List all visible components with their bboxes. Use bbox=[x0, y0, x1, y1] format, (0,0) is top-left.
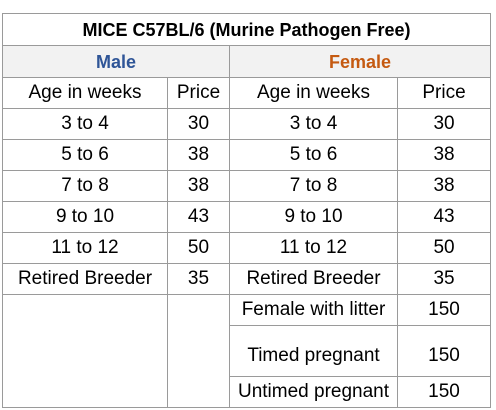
price-table: MICE C57BL/6 (Murine Pathogen Free) Male… bbox=[1, 13, 492, 408]
column-header-row: Age in weeks Price Age in weeks Price bbox=[2, 77, 492, 109]
female-price-cell: 43 bbox=[396, 201, 492, 233]
female-age-cell: Untimed pregnant bbox=[229, 376, 398, 408]
male-age-cell: 3 to 4 bbox=[2, 108, 168, 140]
female-price-cell: 38 bbox=[396, 170, 492, 202]
female-age-cell: Female with litter bbox=[229, 294, 398, 326]
female-price-cell: 30 bbox=[396, 108, 492, 140]
female-price-header: Price bbox=[396, 77, 492, 109]
male-price-cell: 30 bbox=[167, 108, 230, 140]
female-age-cell: 3 to 4 bbox=[229, 108, 398, 140]
table-row: 3 to 4 30 3 to 4 30 bbox=[2, 108, 492, 140]
male-empty-price-cell bbox=[167, 294, 230, 408]
female-age-cell: Retired Breeder bbox=[229, 263, 398, 295]
table-row: Timed pregnant 150 bbox=[3, 325, 492, 377]
table-row: 11 to 12 50 11 to 12 50 bbox=[2, 232, 492, 264]
female-label: Female bbox=[228, 45, 492, 78]
male-price-cell: 38 bbox=[167, 139, 230, 171]
male-age-cell: 5 to 6 bbox=[2, 139, 168, 171]
male-price-header: Price bbox=[167, 77, 230, 109]
male-empty-cell bbox=[2, 294, 168, 408]
table-row: Retired Breeder 35 Retired Breeder 35 bbox=[2, 263, 492, 295]
table-row: Female with litter 150 bbox=[2, 294, 492, 408]
male-label: Male bbox=[2, 45, 230, 78]
male-age-header: Age in weeks bbox=[2, 77, 168, 109]
table-title: MICE C57BL/6 (Murine Pathogen Free) bbox=[1, 13, 492, 46]
male-price-cell: 50 bbox=[167, 232, 230, 264]
male-age-cell: 11 to 12 bbox=[2, 232, 168, 264]
table-row: 5 to 6 38 5 to 6 38 bbox=[2, 139, 492, 171]
female-price-cell: 38 bbox=[396, 139, 492, 171]
table-row: 9 to 10 43 9 to 10 43 bbox=[2, 201, 492, 233]
female-age-cell: 9 to 10 bbox=[229, 201, 398, 233]
male-age-cell: 9 to 10 bbox=[2, 201, 168, 233]
male-price-cell: 43 bbox=[167, 201, 230, 233]
gender-row: Male Female bbox=[2, 45, 492, 78]
male-age-cell: 7 to 8 bbox=[2, 170, 168, 202]
female-age-cell: 11 to 12 bbox=[229, 232, 398, 264]
female-age-cell: 7 to 8 bbox=[229, 170, 398, 202]
female-price-cell: 35 bbox=[396, 263, 492, 295]
title-row: MICE C57BL/6 (Murine Pathogen Free) bbox=[1, 13, 492, 46]
female-price-cell: 150 bbox=[396, 325, 492, 377]
female-age-cell: Timed pregnant bbox=[229, 325, 398, 377]
female-price-cell: 150 bbox=[396, 376, 492, 408]
female-price-cell: 150 bbox=[396, 294, 492, 326]
male-price-cell: 35 bbox=[167, 263, 230, 295]
table-row: Untimed pregnant 150 bbox=[3, 376, 492, 408]
female-price-cell: 50 bbox=[396, 232, 492, 264]
male-price-cell: 38 bbox=[167, 170, 230, 202]
female-age-cell: 5 to 6 bbox=[229, 139, 398, 171]
male-age-cell: Retired Breeder bbox=[2, 263, 168, 295]
table-row: 7 to 8 38 7 to 8 38 bbox=[2, 170, 492, 202]
female-age-header: Age in weeks bbox=[229, 77, 398, 109]
